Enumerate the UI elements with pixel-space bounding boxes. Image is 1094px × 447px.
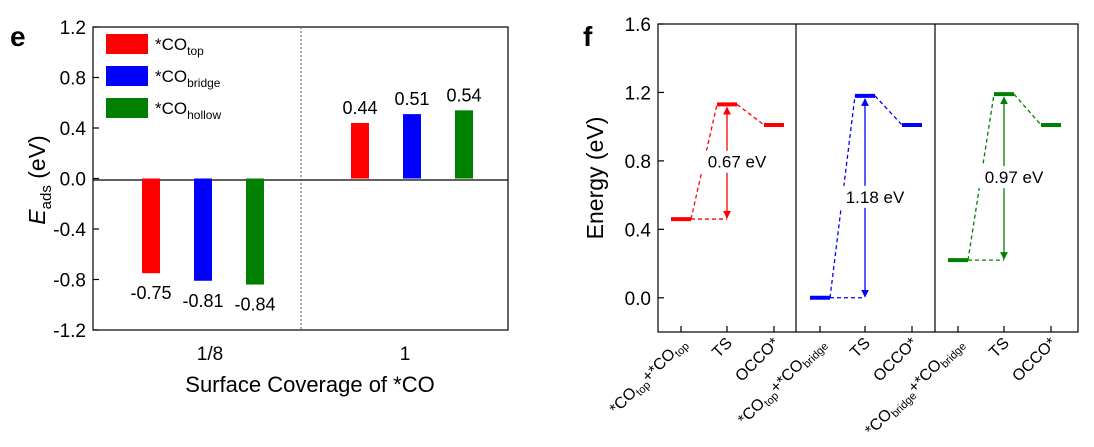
y-tick-label: 1.6: [625, 15, 651, 36]
x-tick-label: TS: [847, 335, 873, 361]
bar-top: [142, 178, 160, 274]
panel-e-data-labels: -0.75 0.44 -0.81 0.51 -0.84 0.54: [130, 85, 481, 314]
x-tick-label: 1: [400, 344, 411, 365]
y-tick-label: -0.4: [53, 220, 86, 241]
y-tick-label: 0.0: [625, 289, 651, 310]
data-label-bridge: 0.51: [394, 89, 429, 109]
bar-top: [351, 122, 369, 179]
y-tick-label: 0.8: [625, 152, 651, 173]
panel-f: f 0.0 0.4 0.8 1.2 1.6 Energy (eV) 0.67 eV 1.1…: [582, 15, 1079, 439]
barrier-label: 0.97 eV: [985, 168, 1044, 187]
energy-profile: 0.67 eV: [671, 102, 784, 222]
energy-profile: 0.97 eV: [948, 92, 1061, 263]
data-label-hollow: 0.54: [446, 85, 481, 105]
y-tick-label: -0.8: [53, 271, 86, 292]
x-tick-label: TS: [986, 335, 1012, 361]
y-axis-title: Eads (eV): [24, 135, 55, 224]
panel-e-label: e: [10, 21, 26, 52]
data-label-bridge: -0.81: [182, 291, 223, 311]
legend-label-bridge: *CObridge: [155, 67, 221, 90]
bar-bridge: [403, 114, 421, 179]
barrier-label-bg: [977, 166, 1031, 189]
panel-f-plot-frame: [657, 23, 1079, 333]
y-axis-title-sub: ads: [38, 185, 55, 209]
barrier-label: 0.67 eV: [708, 153, 767, 172]
y-tick-label: -1.2: [53, 321, 86, 342]
x-tick-label: *COtop+*COtop: [607, 335, 692, 420]
connector-line: [736, 103, 765, 126]
x-tick-label: OCCO*: [1009, 335, 1059, 385]
y-tick-label: 1.2: [60, 18, 86, 39]
y-axis-title: Energy (eV): [582, 117, 608, 240]
legend-swatch-top: [106, 34, 148, 54]
panel-e: e -1.2 -0.8 -0.4 0.0 0.4 0.8 1.2 -0.75 0.44 -0.8…: [10, 18, 509, 397]
legend-label-hollow: *COhollow: [155, 99, 221, 122]
panel-e-y-axis: -1.2 -0.8 -0.4 0.0 0.4 0.8 1.2: [53, 18, 99, 342]
connector-line: [1013, 93, 1042, 126]
bar-hollow: [246, 178, 264, 285]
energy-profiles: 0.67 eV 1.18 eV 0.97 eV: [671, 92, 1061, 300]
legend: *COtop *CObridge *COhollow: [106, 34, 221, 122]
barrier-label: 1.18 eV: [846, 188, 905, 207]
barrier-label-bg: [700, 150, 754, 173]
x-tick-label: TS: [709, 335, 735, 361]
data-label-hollow: -0.84: [234, 295, 275, 315]
panel-f-label: f: [583, 21, 593, 52]
y-tick-label: 0.4: [625, 220, 652, 241]
y-tick-label: 0.0: [60, 170, 86, 191]
x-axis-title: Surface Coverage of *CO: [185, 372, 434, 397]
panel-e-bars: [142, 110, 473, 285]
data-label-top: 0.44: [342, 98, 377, 118]
y-axis-title-main: E: [24, 209, 50, 225]
y-tick-label: 0.4: [60, 119, 87, 140]
connector-line: [874, 95, 903, 126]
x-tick-label: 1/8: [197, 344, 223, 365]
data-label-top: -0.75: [130, 283, 171, 303]
barrier-label-bg: [838, 185, 892, 208]
x-tick-label: *COtop+*CObridge: [735, 335, 831, 431]
bar-bridge: [194, 178, 212, 281]
legend-label-top: *COtop: [155, 35, 204, 58]
legend-swatch-hollow: [106, 98, 148, 118]
y-axis-title-unit: (eV): [24, 135, 50, 185]
y-tick-label: 0.8: [60, 69, 86, 90]
energy-profile: 1.18 eV: [810, 93, 922, 300]
panel-f-y-axis: 0.0 0.4 0.8 1.2 1.6: [625, 15, 664, 310]
y-tick-label: 1.2: [625, 83, 651, 104]
bar-hollow: [455, 110, 473, 179]
legend-swatch-bridge: [106, 66, 148, 86]
